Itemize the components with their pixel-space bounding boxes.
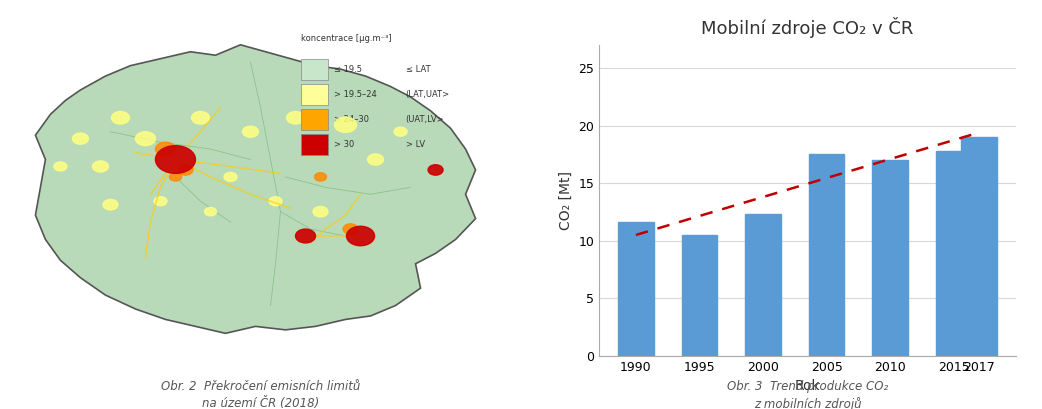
Bar: [618, 222, 653, 356]
Circle shape: [54, 162, 67, 171]
Text: Obr. 2  Překročení emisních limitů: Obr. 2 Překročení emisních limitů: [160, 380, 361, 393]
Circle shape: [269, 197, 282, 206]
Circle shape: [315, 173, 326, 181]
Text: ≤ 19.5: ≤ 19.5: [334, 65, 362, 74]
Circle shape: [155, 146, 196, 173]
Circle shape: [347, 226, 374, 246]
Circle shape: [154, 197, 167, 206]
Bar: [962, 137, 997, 356]
Circle shape: [73, 133, 89, 144]
Circle shape: [111, 112, 129, 124]
Circle shape: [313, 207, 328, 217]
Text: na území ČR (2018): na území ČR (2018): [202, 397, 319, 409]
Polygon shape: [35, 45, 475, 333]
Title: Mobilní zdroje CO₂ v ČR: Mobilní zdroje CO₂ v ČR: [701, 17, 914, 38]
Text: > 24–30: > 24–30: [334, 115, 369, 124]
Circle shape: [178, 165, 193, 175]
FancyBboxPatch shape: [300, 109, 328, 130]
Circle shape: [170, 173, 181, 181]
X-axis label: Rok: Rok: [795, 379, 820, 393]
FancyBboxPatch shape: [300, 84, 328, 105]
Circle shape: [93, 161, 108, 172]
Circle shape: [103, 200, 118, 210]
Circle shape: [428, 165, 443, 175]
Text: > 19.5–24: > 19.5–24: [334, 90, 377, 99]
Circle shape: [287, 112, 304, 124]
Circle shape: [394, 127, 407, 136]
Text: Obr. 3  Trend produkce CO₂: Obr. 3 Trend produkce CO₂: [727, 380, 888, 393]
Text: koncentrace [μg.m⁻³]: koncentrace [μg.m⁻³]: [300, 34, 391, 43]
Circle shape: [296, 229, 316, 243]
Circle shape: [155, 142, 175, 156]
Circle shape: [243, 126, 258, 137]
Text: > 30: > 30: [334, 140, 354, 149]
Bar: [872, 160, 908, 356]
Circle shape: [192, 112, 209, 124]
Circle shape: [224, 172, 237, 182]
Bar: [809, 154, 844, 356]
Circle shape: [368, 154, 383, 165]
Text: (LAT,UAT>: (LAT,UAT>: [405, 90, 450, 99]
Bar: [936, 151, 971, 356]
Circle shape: [135, 132, 155, 146]
Text: z mobilních zdrojů: z mobilních zdrojů: [753, 397, 862, 409]
FancyBboxPatch shape: [300, 134, 328, 155]
Text: (UAT,LV>: (UAT,LV>: [405, 115, 444, 124]
Text: ≤ LAT: ≤ LAT: [405, 65, 430, 74]
Circle shape: [334, 117, 356, 133]
Bar: [745, 214, 780, 356]
Bar: [681, 235, 717, 356]
Text: > LV: > LV: [405, 140, 425, 149]
Circle shape: [204, 207, 217, 216]
Circle shape: [343, 224, 358, 234]
FancyBboxPatch shape: [300, 59, 328, 80]
Y-axis label: CO₂ [Mt]: CO₂ [Mt]: [559, 171, 573, 230]
